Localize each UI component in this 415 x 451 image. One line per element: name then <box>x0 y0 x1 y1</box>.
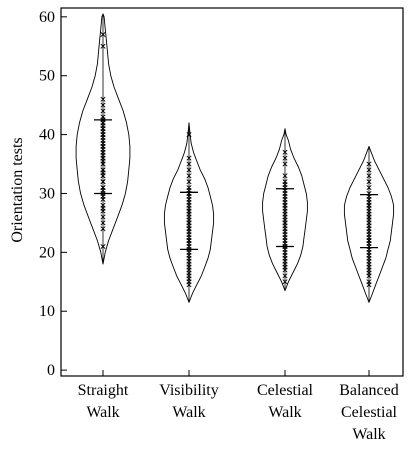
data-point <box>186 167 192 173</box>
data-point <box>186 161 192 167</box>
y-tick-label: 0 <box>47 362 55 379</box>
x-tick-label: Walk <box>268 404 301 421</box>
x-tick-label: Visibility <box>159 382 219 399</box>
data-point <box>100 167 106 173</box>
y-axis: 0 10 20 30 40 50 60 <box>39 9 67 379</box>
x-axis: Straight Walk Visibility Walk Celestial Walk B… <box>78 370 399 443</box>
data-point <box>282 279 288 285</box>
y-tick-label: 20 <box>39 244 55 261</box>
y-tick-label: 30 <box>39 185 55 202</box>
data-point <box>282 155 288 161</box>
y-tick-label: 10 <box>39 303 55 320</box>
x-tick-label: Celestial <box>341 404 398 421</box>
data-point <box>366 161 372 167</box>
data-point <box>100 185 106 191</box>
x-tick-label: Walk <box>352 426 385 443</box>
data-point <box>282 179 288 185</box>
data-point <box>100 243 106 249</box>
data-point <box>186 173 192 179</box>
data-point <box>100 179 106 185</box>
violin-outline <box>262 128 308 292</box>
violin-outline <box>343 145 395 303</box>
y-axis-label: Orientation tests <box>9 137 26 242</box>
violin-4 <box>343 145 395 303</box>
plot-border <box>60 7 404 377</box>
data-point <box>366 173 372 179</box>
violin-2 <box>163 122 215 303</box>
x-tick-label: Celestial <box>257 382 314 399</box>
data-point <box>282 161 288 167</box>
x-tick-label: Balanced <box>339 382 399 399</box>
data-point <box>100 220 106 226</box>
violin-1 <box>75 13 131 265</box>
data-point <box>282 173 288 179</box>
data-point <box>100 96 106 102</box>
data-point <box>282 149 288 155</box>
data-point <box>186 132 192 138</box>
data-point <box>100 108 106 114</box>
data-point <box>186 179 192 185</box>
data-point <box>366 179 372 185</box>
x-tick-label: Straight <box>78 382 129 399</box>
data-point <box>366 190 372 196</box>
x-tick-label: Walk <box>86 404 119 421</box>
data-point <box>100 114 106 120</box>
data-point <box>100 226 106 232</box>
violin-outline <box>163 122 215 303</box>
data-point <box>366 167 372 173</box>
data-point <box>186 155 192 161</box>
violins <box>75 13 395 303</box>
x-tick-label: Walk <box>172 404 205 421</box>
data-point <box>100 214 106 220</box>
data-point <box>366 185 372 191</box>
violin-3 <box>262 128 308 292</box>
data-point <box>100 102 106 108</box>
data-point <box>100 202 106 208</box>
data-point <box>100 31 106 38</box>
y-tick-label: 60 <box>39 9 55 26</box>
y-tick-label: 50 <box>39 68 55 85</box>
plot-frame <box>60 7 404 377</box>
violin-outline <box>75 13 131 265</box>
data-point <box>186 185 192 191</box>
data-point <box>282 273 288 279</box>
data-point <box>100 43 106 49</box>
data-point <box>366 279 372 285</box>
y-tick-label: 40 <box>39 127 55 144</box>
